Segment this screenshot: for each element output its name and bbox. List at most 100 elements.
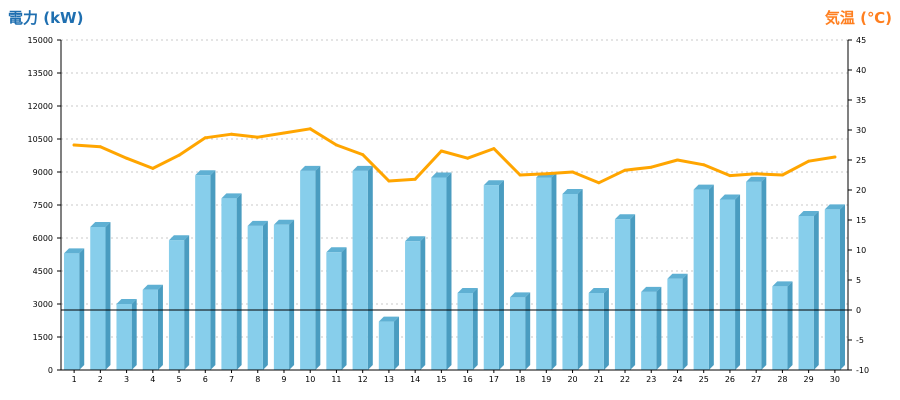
bar-side	[656, 286, 662, 370]
bar-side	[420, 236, 426, 370]
right-tick-label: 5	[856, 276, 861, 285]
x-tick-label: 19	[541, 375, 551, 384]
x-tick-label: 6	[203, 375, 208, 384]
right-tick-label: 20	[856, 186, 866, 195]
bar-side	[813, 211, 819, 370]
bar	[588, 288, 609, 370]
x-tick-label: 25	[699, 375, 709, 384]
bar-front	[641, 291, 657, 370]
bar	[405, 236, 426, 370]
bar	[221, 193, 242, 370]
left-tick-label: 9000	[33, 168, 53, 177]
bar-top	[273, 219, 295, 225]
bar-top	[509, 292, 531, 298]
x-tick-label: 9	[281, 375, 286, 384]
bar-side	[603, 288, 609, 370]
right-tick-label: 40	[856, 66, 866, 75]
bar-side	[839, 204, 845, 370]
bar-front	[64, 253, 80, 370]
bar-top	[772, 281, 793, 287]
bar-top	[326, 247, 347, 253]
bar-front	[719, 199, 736, 370]
x-tick-label: 14	[410, 375, 420, 384]
bar-side	[315, 165, 321, 370]
bar-side	[157, 284, 163, 370]
bar-side	[262, 220, 268, 370]
bar	[693, 184, 714, 370]
bar-side	[498, 180, 504, 370]
x-tick-label: 20	[567, 375, 577, 384]
left-tick-label: 7500	[33, 201, 53, 210]
x-tick-label: 12	[358, 375, 368, 384]
bar	[641, 286, 662, 370]
bar-top	[378, 316, 400, 322]
temperature-point	[203, 136, 207, 140]
x-tick-label: 13	[384, 375, 394, 384]
bar-top	[457, 288, 478, 293]
bar	[142, 284, 163, 370]
bar-front	[90, 227, 106, 370]
bar-side	[735, 194, 741, 370]
temperature-point	[334, 143, 338, 147]
x-tick-label: 27	[751, 375, 761, 384]
bar-top	[667, 273, 688, 279]
bar-front	[693, 189, 709, 370]
temperature-point	[544, 172, 548, 176]
bar-top	[116, 299, 137, 304]
left-tick-label: 0	[48, 366, 53, 375]
left-tick-label: 1500	[33, 333, 53, 342]
bar-top	[142, 284, 163, 290]
x-tick-label: 2	[98, 375, 103, 384]
bar	[352, 165, 373, 370]
x-tick-label: 1	[72, 375, 77, 384]
bar-side	[236, 193, 242, 370]
x-tick-label: 21	[594, 375, 604, 384]
temperature-point	[361, 153, 365, 157]
right-tick-label: 15	[856, 216, 866, 225]
bar-top	[641, 286, 662, 292]
x-tick-label: 18	[515, 375, 525, 384]
x-tick-label: 24	[672, 375, 682, 384]
bar-front	[300, 170, 316, 370]
left-tick-label: 15000	[28, 36, 53, 45]
right-tick-label: 35	[856, 96, 866, 105]
left-tick-label: 6000	[33, 234, 53, 243]
gridlines	[61, 39, 848, 338]
temperature-series	[72, 127, 837, 185]
temperature-point	[702, 163, 706, 167]
bar-front	[746, 181, 762, 370]
x-tick-label: 29	[804, 375, 814, 384]
bar-side	[79, 248, 85, 370]
temperature-point	[492, 147, 496, 151]
temperature-point	[282, 131, 286, 135]
bar	[378, 316, 400, 370]
x-tick-label: 11	[331, 375, 341, 384]
bar-series	[64, 165, 845, 370]
bar-front	[562, 194, 578, 370]
bar	[90, 222, 111, 370]
temperature-point	[780, 173, 784, 177]
temperature-point	[649, 165, 653, 169]
left-tick-label: 10500	[28, 135, 53, 144]
bar-side	[551, 172, 557, 370]
x-tick-label: 23	[646, 375, 656, 384]
bar-side	[630, 214, 636, 370]
x-tick-label: 17	[489, 375, 499, 384]
bar-front	[247, 225, 263, 370]
x-tick-label: 8	[255, 375, 260, 384]
bar	[116, 299, 137, 370]
bar-top	[64, 248, 85, 254]
bar-side	[131, 299, 137, 370]
x-tick-label: 3	[124, 375, 129, 384]
bar-side	[708, 184, 714, 370]
bar	[247, 220, 268, 370]
temperature-point	[72, 143, 76, 147]
left-tick-label: 13500	[28, 69, 53, 78]
bar-front	[352, 170, 368, 370]
bar-top	[405, 236, 426, 242]
bar-side	[525, 292, 531, 370]
bar	[772, 281, 793, 370]
bar-top	[90, 222, 111, 227]
bar-side	[341, 247, 347, 370]
x-tick-label: 26	[725, 375, 735, 384]
